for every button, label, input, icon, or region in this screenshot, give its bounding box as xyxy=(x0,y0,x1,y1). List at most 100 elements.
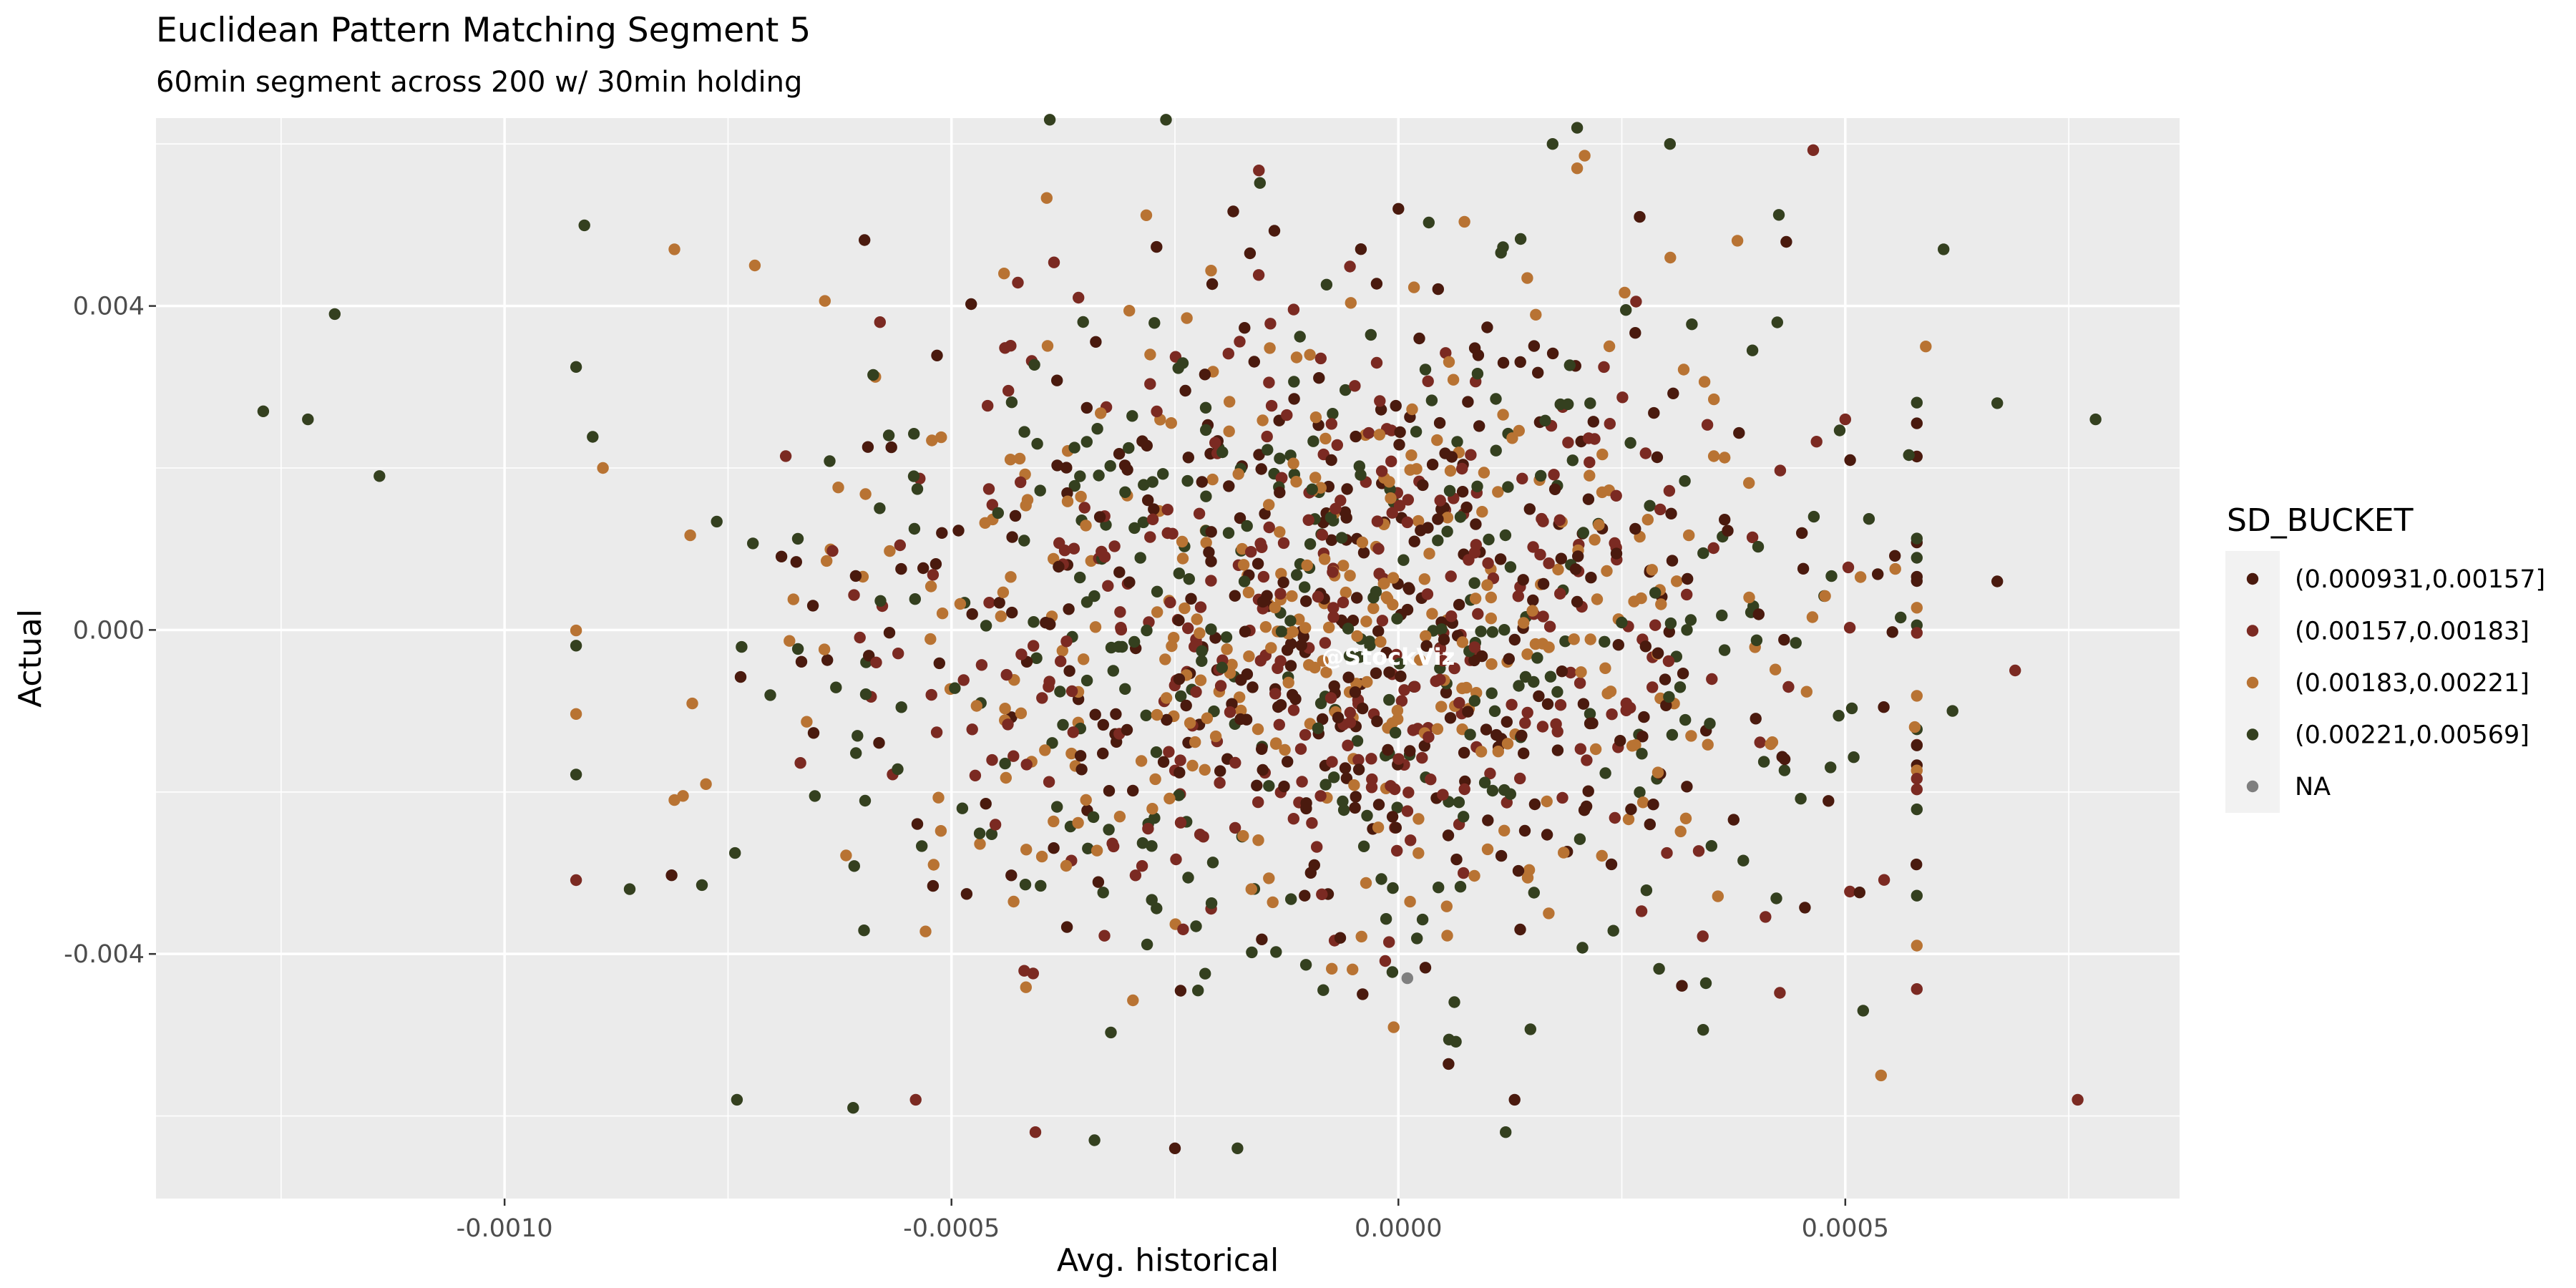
data-point-series-1 xyxy=(1727,814,1740,826)
data-point-series-1 xyxy=(1404,745,1416,757)
data-point-series-1 xyxy=(1048,842,1060,854)
data-point-series-1 xyxy=(1097,718,1110,731)
data-point-series-3 xyxy=(1719,452,1731,464)
data-point-series-3 xyxy=(1176,535,1189,548)
data-point-series-1 xyxy=(1644,818,1656,831)
data-point-series-3 xyxy=(1387,572,1400,584)
data-point-series-3 xyxy=(1447,374,1460,386)
data-point-series-2 xyxy=(1337,596,1350,609)
data-point-series-1 xyxy=(1889,550,1901,562)
data-point-series-2 xyxy=(1402,494,1415,506)
data-point-series-3 xyxy=(1908,721,1921,733)
data-point-series-1 xyxy=(1383,666,1395,678)
data-point-series-1 xyxy=(1300,595,1312,608)
data-point-series-1 xyxy=(1460,501,1473,514)
data-point-series-4 xyxy=(1825,761,1837,774)
data-point-series-1 xyxy=(775,550,788,562)
data-point-series-4 xyxy=(1200,424,1212,436)
data-point-series-2 xyxy=(1067,726,1080,738)
data-point-series-1 xyxy=(1123,576,1136,588)
data-point-series-4 xyxy=(999,757,1011,770)
data-point-series-2 xyxy=(1839,413,1851,426)
data-point-series-3 xyxy=(1407,281,1420,293)
data-point-series-1 xyxy=(1586,717,1599,729)
data-point-series-4 xyxy=(1478,776,1491,789)
data-point-series-4 xyxy=(1634,786,1646,799)
data-point-series-3 xyxy=(1743,477,1755,489)
data-point-series-1 xyxy=(1652,647,1664,659)
data-point-series-3 xyxy=(1004,454,1017,466)
data-point-series-4 xyxy=(1435,623,1448,635)
data-point-series-4 xyxy=(973,827,986,839)
data-point-series-4 xyxy=(1848,751,1860,763)
data-point-series-4 xyxy=(1103,824,1115,836)
data-point-series-4 xyxy=(728,847,741,859)
data-point-series-4 xyxy=(1031,438,1043,450)
data-point-series-3 xyxy=(1287,457,1299,469)
data-point-series-3 xyxy=(1911,940,1923,952)
data-point-series-3 xyxy=(1020,844,1033,856)
data-point-series-1 xyxy=(1512,864,1525,877)
data-point-series-4 xyxy=(1737,854,1750,867)
data-point-series-4 xyxy=(858,924,870,937)
data-point-series-1 xyxy=(1911,570,1923,583)
data-point-series-1 xyxy=(1053,560,1065,573)
data-point-series-4 xyxy=(1288,376,1300,388)
data-point-series-1 xyxy=(1074,750,1087,762)
data-point-series-3 xyxy=(1405,449,1418,462)
data-point-series-1 xyxy=(1636,731,1649,743)
data-point-series-4 xyxy=(1354,651,1366,663)
data-point-series-1 xyxy=(980,798,992,810)
data-point-series-2 xyxy=(1142,822,1154,835)
data-point-series-1 xyxy=(927,879,940,892)
data-point-series-1 xyxy=(1473,420,1485,432)
data-point-series-2 xyxy=(1352,753,1365,766)
data-point-series-4 xyxy=(1317,984,1330,996)
data-point-series-3 xyxy=(1194,674,1207,686)
data-point-series-1 xyxy=(1780,235,1792,248)
data-point-series-3 xyxy=(1601,688,1614,700)
data-point-series-1 xyxy=(665,869,678,882)
data-point-series-2 xyxy=(969,769,982,782)
data-point-series-2 xyxy=(986,499,999,511)
data-point-series-4 xyxy=(1123,441,1135,454)
data-point-series-2 xyxy=(1229,821,1241,834)
data-point-series-3 xyxy=(1223,425,1235,437)
data-point-series-1 xyxy=(966,608,978,620)
data-point-series-1 xyxy=(1665,507,1677,519)
data-point-series-3 xyxy=(1674,825,1687,838)
data-point-series-4 xyxy=(1126,410,1138,422)
data-point-series-2 xyxy=(1562,436,1574,449)
x-tick-label: -0.0010 xyxy=(457,1214,553,1243)
data-point-series-2 xyxy=(1065,685,1078,698)
data-point-series-2 xyxy=(1277,537,1290,550)
data-point-series-3 xyxy=(1317,655,1329,667)
data-point-series-1 xyxy=(1541,829,1553,841)
data-point-series-1 xyxy=(849,570,862,582)
data-point-series-3 xyxy=(1140,209,1153,221)
data-point-series-1 xyxy=(1605,858,1618,871)
data-point-series-1 xyxy=(1438,633,1450,645)
data-point-series-4 xyxy=(1770,892,1782,904)
data-point-series-2 xyxy=(989,819,1002,831)
data-point-series-2 xyxy=(1327,566,1339,578)
data-point-series-2 xyxy=(1096,545,1108,558)
data-point-series-4 xyxy=(1448,996,1460,1008)
data-point-series-3 xyxy=(1149,773,1161,786)
legend-entry-label: (0.00183,0.00221] xyxy=(2295,669,2529,698)
data-point-series-3 xyxy=(1264,342,1276,354)
data-point-series-4 xyxy=(1546,138,1558,150)
data-point-series-1 xyxy=(1371,715,1383,728)
data-point-series-2 xyxy=(1583,432,1595,444)
data-point-series-4 xyxy=(1196,645,1208,658)
data-point-series-3 xyxy=(1309,411,1322,424)
data-point-series-2 xyxy=(1306,817,1318,829)
data-point-series-2 xyxy=(1663,484,1676,497)
data-point-series-1 xyxy=(1180,699,1192,712)
data-point-series-1 xyxy=(1256,933,1268,946)
data-point-series-4 xyxy=(1119,683,1131,695)
data-point-series-3 xyxy=(1151,606,1163,618)
data-point-series-3 xyxy=(1889,562,1901,575)
data-point-series-3 xyxy=(1458,215,1470,228)
data-point-series-2 xyxy=(1043,776,1055,788)
